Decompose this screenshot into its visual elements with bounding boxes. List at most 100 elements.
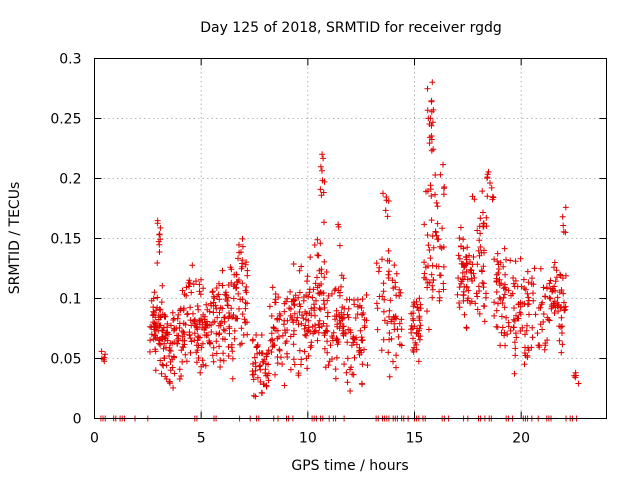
data-point (374, 326, 381, 333)
data-point (258, 332, 265, 338)
data-point (347, 329, 354, 336)
data-point (212, 302, 219, 309)
data-point (501, 304, 508, 311)
data-point (197, 369, 204, 376)
data-point (351, 301, 358, 308)
data-point (480, 263, 487, 270)
data-point (220, 350, 227, 357)
data-point (425, 242, 432, 249)
data-point (494, 324, 501, 331)
data-point (199, 340, 206, 347)
data-point (170, 317, 177, 323)
data-point (190, 281, 197, 288)
data-point (557, 272, 564, 279)
data-point (203, 301, 210, 308)
data-point (344, 339, 351, 346)
data-point (485, 168, 492, 175)
data-point (345, 314, 352, 321)
data-point (507, 327, 514, 334)
data-point (539, 326, 546, 333)
data-point (284, 295, 291, 302)
data-point (498, 280, 505, 287)
x-axis-label: GPS time / hours (291, 458, 408, 474)
data-point (265, 361, 272, 368)
data-point (421, 270, 428, 277)
data-point (162, 334, 168, 341)
data-point (476, 288, 483, 294)
data-point (428, 193, 435, 199)
data-point (189, 262, 196, 269)
data-point (320, 189, 327, 196)
data-point (315, 321, 322, 328)
data-point (490, 194, 497, 201)
data-point (575, 380, 582, 387)
data-point (522, 286, 529, 293)
data-point (477, 230, 484, 237)
data-point (314, 284, 321, 291)
data-point (441, 184, 448, 190)
data-point (528, 280, 535, 287)
data-point (162, 373, 169, 380)
data-point (148, 331, 155, 338)
data-point (386, 336, 393, 343)
data-point (529, 275, 535, 282)
data-point (469, 261, 476, 268)
y-tick-label: 0.25 (50, 112, 81, 128)
data-point (198, 344, 205, 351)
data-point (235, 255, 241, 262)
data-point (181, 331, 188, 338)
data-point (156, 306, 163, 313)
data-point (510, 316, 517, 323)
data-point (509, 290, 516, 297)
x-tick-label: 20 (512, 431, 530, 447)
data-point (413, 329, 420, 336)
data-point (170, 384, 177, 391)
data-point (358, 334, 365, 341)
data-point (408, 322, 415, 329)
data-point (159, 282, 166, 289)
y-tick-labels: 0 0.05 0.1 0.15 0.2 0.25 0.3 (50, 52, 81, 428)
data-point (361, 324, 368, 331)
data-point (503, 314, 510, 321)
data-point (226, 330, 233, 337)
data-point (512, 258, 519, 265)
data-point (210, 293, 217, 300)
data-point (383, 194, 390, 200)
data-point (237, 296, 244, 303)
data-point (182, 321, 189, 328)
data-point (558, 314, 565, 321)
data-point (461, 283, 468, 290)
data-point (398, 326, 405, 333)
data-point (203, 332, 210, 338)
data-point (558, 349, 565, 356)
data-point (559, 341, 566, 348)
data-point (167, 378, 173, 385)
data-point (210, 358, 217, 365)
data-point (502, 271, 509, 278)
data-point (558, 304, 565, 311)
data-point (324, 297, 331, 304)
data-point (233, 284, 240, 291)
data-point (269, 284, 276, 291)
data-point (474, 306, 481, 313)
data-point (425, 115, 432, 122)
data-point (216, 343, 223, 350)
data-point (296, 309, 303, 315)
data-point (551, 302, 558, 309)
data-point (380, 280, 387, 287)
data-point (187, 280, 193, 287)
data-point (195, 355, 202, 361)
data-point (460, 291, 467, 298)
data-point (272, 291, 279, 297)
data-point (348, 342, 355, 349)
data-point (238, 265, 245, 272)
data-point (210, 344, 217, 351)
y-tick-label: 0.05 (50, 352, 81, 368)
data-point (421, 221, 428, 228)
data-point (333, 337, 340, 344)
data-point (384, 257, 391, 264)
data-point (391, 326, 398, 333)
data-point (320, 290, 327, 296)
data-point (440, 280, 447, 287)
data-point (531, 265, 538, 272)
